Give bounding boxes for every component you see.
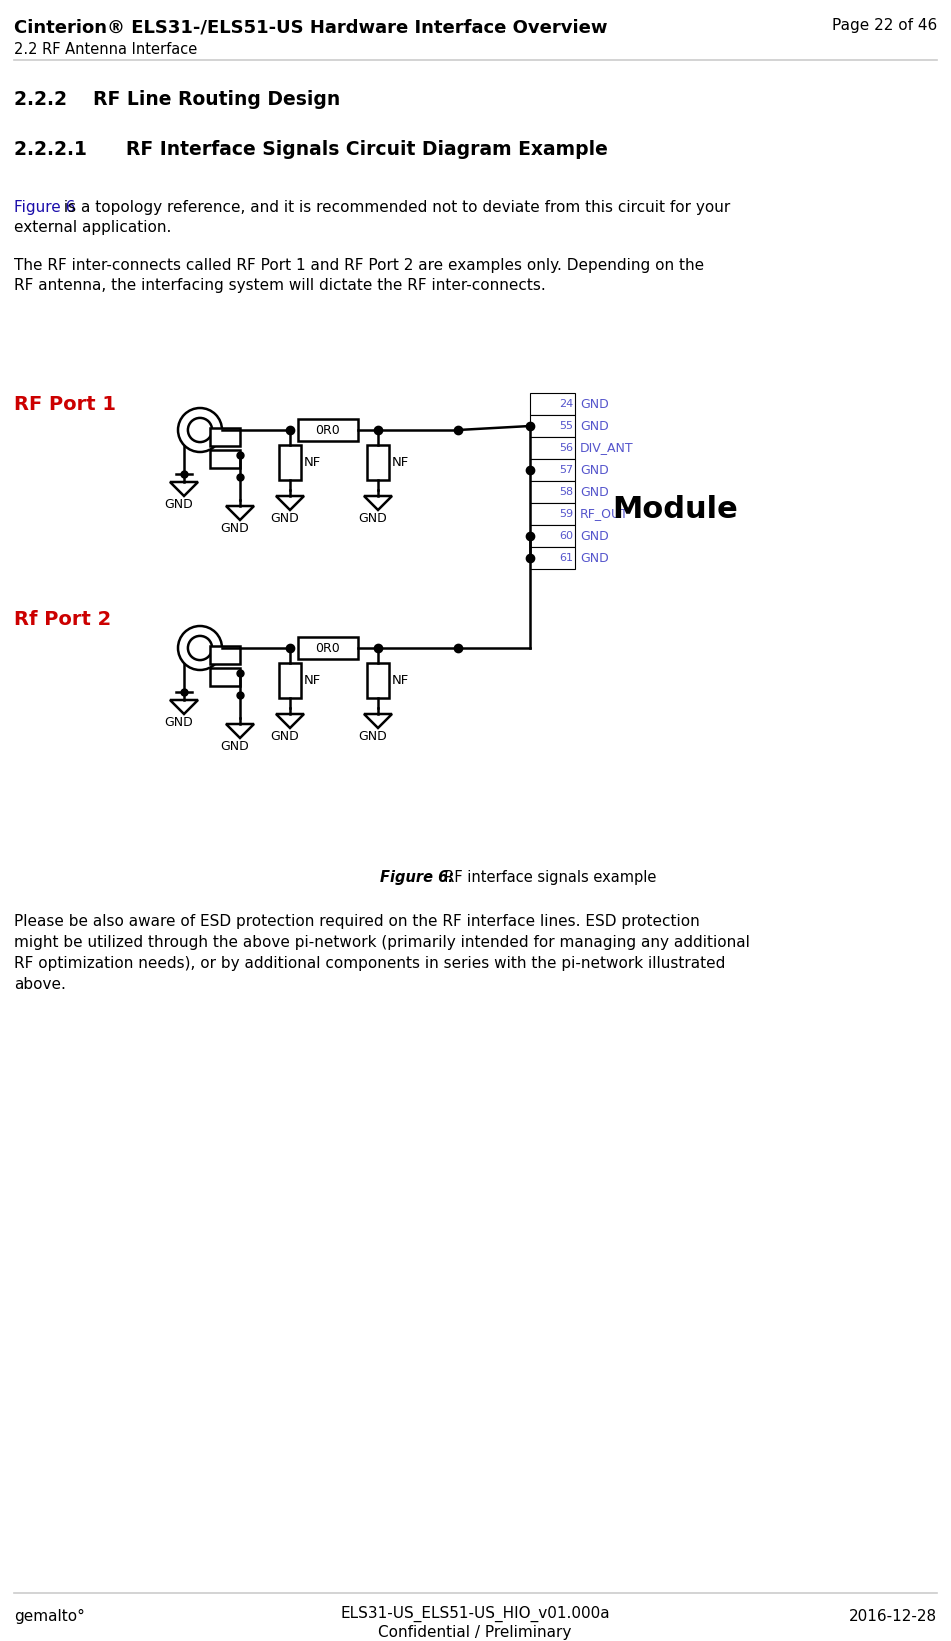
Bar xyxy=(210,450,240,468)
Text: 59: 59 xyxy=(559,509,573,519)
Text: is a topology reference, and it is recommended not to deviate from this circuit : is a topology reference, and it is recom… xyxy=(59,200,730,215)
Bar xyxy=(279,445,301,481)
Text: Cinterion® ELS31-/ELS51-US Hardware Interface Overview: Cinterion® ELS31-/ELS51-US Hardware Inte… xyxy=(14,18,608,36)
Text: GND: GND xyxy=(580,486,609,499)
Text: GND: GND xyxy=(580,530,609,543)
Text: GND: GND xyxy=(580,551,609,565)
Text: GND: GND xyxy=(580,420,609,433)
Text: RF optimization needs), or by additional components in series with the pi-networ: RF optimization needs), or by additional… xyxy=(14,957,726,971)
Text: Figure 6: Figure 6 xyxy=(14,200,75,215)
Text: GND: GND xyxy=(271,730,300,743)
Text: 2.2.2.1      RF Interface Signals Circuit Diagram Example: 2.2.2.1 RF Interface Signals Circuit Dia… xyxy=(14,139,608,159)
Bar xyxy=(298,418,358,441)
Text: 58: 58 xyxy=(559,487,573,497)
Text: 61: 61 xyxy=(559,553,573,563)
Text: GND: GND xyxy=(271,512,300,525)
Text: NF: NF xyxy=(304,673,321,686)
Text: 2016-12-28: 2016-12-28 xyxy=(849,1608,937,1625)
Text: The RF inter-connects called RF Port 1 and RF Port 2 are examples only. Dependin: The RF inter-connects called RF Port 1 a… xyxy=(14,258,704,272)
Text: RF Port 1: RF Port 1 xyxy=(14,395,116,414)
Text: external application.: external application. xyxy=(14,220,171,235)
Bar xyxy=(530,525,575,546)
Text: GND: GND xyxy=(580,397,609,410)
Text: Figure 6:: Figure 6: xyxy=(380,870,455,884)
Text: ELS31-US_ELS51-US_HIO_v01.000a: ELS31-US_ELS51-US_HIO_v01.000a xyxy=(340,1607,610,1623)
Text: NF: NF xyxy=(392,673,409,686)
Text: 0R0: 0R0 xyxy=(316,642,340,655)
Text: DIV_ANT: DIV_ANT xyxy=(580,441,633,455)
Bar xyxy=(530,415,575,437)
Text: Module: Module xyxy=(612,496,738,525)
Text: Confidential / Preliminary: Confidential / Preliminary xyxy=(378,1625,572,1639)
Bar xyxy=(298,637,358,660)
Bar xyxy=(530,392,575,415)
Text: GND: GND xyxy=(221,740,249,753)
Text: 2.2 RF Antenna Interface: 2.2 RF Antenna Interface xyxy=(14,43,197,57)
Text: NF: NF xyxy=(392,456,409,468)
Text: GND: GND xyxy=(359,512,387,525)
Bar xyxy=(530,504,575,525)
Text: might be utilized through the above pi-network (primarily intended for managing : might be utilized through the above pi-n… xyxy=(14,935,750,950)
Bar xyxy=(279,663,301,697)
Bar xyxy=(210,647,240,665)
Text: Page 22 of 46: Page 22 of 46 xyxy=(832,18,937,33)
Bar xyxy=(530,437,575,459)
Text: 24: 24 xyxy=(559,399,573,409)
Bar xyxy=(530,459,575,481)
Text: 56: 56 xyxy=(559,443,573,453)
Text: RF interface signals example: RF interface signals example xyxy=(435,870,656,884)
Text: GND: GND xyxy=(580,463,609,476)
Bar xyxy=(210,668,240,686)
Text: Rf Port 2: Rf Port 2 xyxy=(14,610,111,629)
Text: GND: GND xyxy=(221,522,249,535)
Text: gemalto°: gemalto° xyxy=(14,1608,85,1625)
Text: 55: 55 xyxy=(559,422,573,432)
Bar xyxy=(367,663,389,697)
Text: above.: above. xyxy=(14,976,66,993)
Text: 2.2.2    RF Line Routing Design: 2.2.2 RF Line Routing Design xyxy=(14,90,340,108)
Bar xyxy=(210,428,240,446)
Text: GND: GND xyxy=(165,715,193,729)
Text: NF: NF xyxy=(304,456,321,468)
Text: 57: 57 xyxy=(559,464,573,474)
Text: RF antenna, the interfacing system will dictate the RF inter-connects.: RF antenna, the interfacing system will … xyxy=(14,277,546,294)
Text: 60: 60 xyxy=(559,532,573,542)
Bar xyxy=(367,445,389,481)
Text: GND: GND xyxy=(165,497,193,510)
Bar xyxy=(530,546,575,569)
Text: GND: GND xyxy=(359,730,387,743)
Text: RF_OUT: RF_OUT xyxy=(580,507,629,520)
Text: 0R0: 0R0 xyxy=(316,423,340,437)
Bar xyxy=(530,481,575,504)
Text: Please be also aware of ESD protection required on the RF interface lines. ESD p: Please be also aware of ESD protection r… xyxy=(14,914,700,929)
